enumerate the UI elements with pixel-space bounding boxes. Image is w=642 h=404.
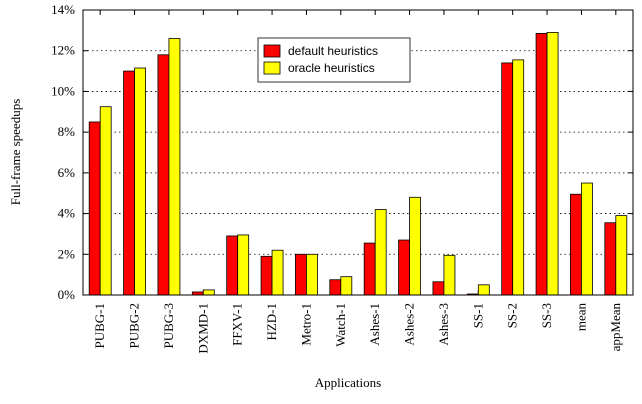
legend-box xyxy=(257,37,411,83)
x-tick-label: SS-3 xyxy=(539,303,554,328)
y-tick-label: 6% xyxy=(58,165,76,180)
x-tick-label: DXMD-1 xyxy=(195,303,210,354)
x-tick-label: HZD-1 xyxy=(264,303,279,341)
bar xyxy=(329,279,342,296)
bar xyxy=(570,193,582,296)
bar xyxy=(134,67,146,296)
bar xyxy=(432,281,445,296)
y-tick-label: 8% xyxy=(58,124,76,139)
bar xyxy=(501,62,514,296)
x-axis-label: Applications xyxy=(315,375,381,390)
x-tick-label: Ashes-1 xyxy=(367,303,382,346)
bar xyxy=(226,235,239,296)
legend-label: default heuristics xyxy=(288,44,378,58)
x-tick-label: Ashes-2 xyxy=(402,303,417,346)
y-tick-label: 10% xyxy=(51,83,75,98)
y-tick-label: 4% xyxy=(58,206,76,221)
bar xyxy=(157,54,170,296)
bar xyxy=(168,38,181,296)
x-tick-label: SS-1 xyxy=(470,303,485,328)
bar xyxy=(398,239,410,296)
bar xyxy=(535,33,548,296)
bar xyxy=(409,196,421,296)
x-tick-label: PUBG-3 xyxy=(161,303,176,349)
x-tick-label: PUBG-1 xyxy=(92,303,107,349)
x-tick-label: FFXV-1 xyxy=(230,303,245,346)
bar xyxy=(443,254,456,296)
x-tick-label: SS-2 xyxy=(505,303,520,328)
y-tick-label: 14% xyxy=(51,2,75,17)
x-tick-label: Watch-1 xyxy=(333,303,348,347)
bar xyxy=(123,70,135,296)
bar xyxy=(237,234,250,296)
bar xyxy=(88,121,101,296)
bar xyxy=(202,289,215,296)
y-tick-label: 12% xyxy=(51,43,75,58)
bar xyxy=(512,59,525,296)
x-tick-label: Ashes-3 xyxy=(436,303,451,346)
bar xyxy=(340,276,353,296)
bar xyxy=(363,242,376,296)
x-tick-label: appMean xyxy=(608,303,623,352)
bar xyxy=(477,284,490,296)
bar xyxy=(604,222,617,296)
bar xyxy=(99,106,112,296)
bar xyxy=(306,253,318,296)
y-tick-label: 2% xyxy=(58,246,76,261)
legend: default heuristics oracle heuristics xyxy=(257,37,411,83)
bar xyxy=(271,249,284,296)
legend-swatch xyxy=(263,44,281,58)
bar xyxy=(581,182,593,296)
bar xyxy=(260,255,273,296)
x-tick-label: mean xyxy=(573,303,588,332)
x-tick-label: Metro-1 xyxy=(298,303,313,346)
legend-label: oracle heuristics xyxy=(288,61,375,75)
y-axis-label: Full-frame speedups xyxy=(8,99,23,206)
bar xyxy=(615,215,628,296)
y-tick-label: 0% xyxy=(58,287,76,302)
bar xyxy=(374,209,387,296)
legend-swatch xyxy=(263,61,281,75)
bar xyxy=(295,253,307,296)
plot-frame xyxy=(82,9,634,296)
bar xyxy=(546,31,559,296)
x-tick-label: PUBG-2 xyxy=(127,303,142,349)
